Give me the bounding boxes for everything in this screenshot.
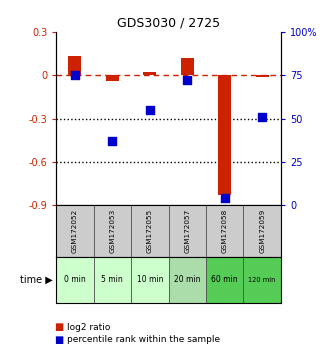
Title: GDS3030 / 2725: GDS3030 / 2725 [117,16,220,29]
Bar [143,72,156,75]
Bar [56,205,94,257]
Text: 10 min: 10 min [136,275,163,284]
Bar [169,257,206,303]
Bar [56,257,94,303]
Bar [169,205,206,257]
Bar [68,56,82,75]
Text: GSM172053: GSM172053 [109,209,115,253]
Bar [243,205,281,257]
Bar [218,75,231,195]
Bar [131,257,169,303]
Bar [206,257,243,303]
Text: ■: ■ [55,322,64,332]
Text: GSM172052: GSM172052 [72,209,78,253]
Bar [131,205,169,257]
Text: GSM172058: GSM172058 [222,209,228,253]
Point [72,73,77,78]
Point [110,138,115,144]
Point [260,114,265,120]
Bar [181,58,194,75]
Text: 60 min: 60 min [212,275,238,284]
Point [222,195,227,201]
Text: 20 min: 20 min [174,275,201,284]
Bar [106,75,119,81]
Point [147,107,152,113]
Bar [94,257,131,303]
Bar [243,257,281,303]
Text: log2 ratio: log2 ratio [67,323,111,332]
Bar [256,75,269,77]
Text: percentile rank within the sample: percentile rank within the sample [67,335,221,344]
Point [185,78,190,83]
Text: GSM172059: GSM172059 [259,209,265,253]
Text: 0 min: 0 min [64,275,86,284]
Bar [94,205,131,257]
Text: 120 min: 120 min [248,277,276,282]
Text: 5 min: 5 min [101,275,123,284]
Text: GSM172055: GSM172055 [147,209,153,253]
Text: ■: ■ [55,335,64,345]
Text: time ▶: time ▶ [20,275,53,285]
Text: GSM172057: GSM172057 [184,209,190,253]
Bar [206,205,243,257]
